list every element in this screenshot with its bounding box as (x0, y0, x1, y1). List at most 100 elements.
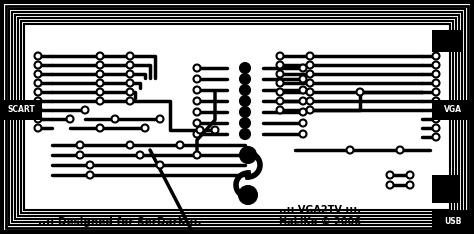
Circle shape (127, 62, 134, 69)
Circle shape (193, 98, 201, 105)
Circle shape (127, 142, 134, 149)
Bar (432, 100, 474, 120)
Circle shape (432, 124, 439, 132)
Circle shape (82, 106, 89, 113)
Circle shape (432, 80, 439, 87)
Circle shape (193, 109, 201, 116)
Circle shape (97, 80, 103, 87)
Bar (15, 15, 459, 219)
Circle shape (300, 98, 307, 105)
Circle shape (240, 107, 250, 117)
Circle shape (396, 146, 403, 154)
Circle shape (86, 161, 93, 168)
Circle shape (176, 142, 183, 149)
Circle shape (300, 109, 307, 116)
Circle shape (300, 120, 307, 127)
Circle shape (97, 70, 103, 77)
Circle shape (193, 65, 201, 72)
Circle shape (35, 70, 42, 77)
Circle shape (432, 98, 439, 105)
Circle shape (276, 62, 283, 69)
Circle shape (35, 124, 42, 132)
Bar (18, 18, 456, 216)
Circle shape (35, 62, 42, 69)
Circle shape (127, 88, 134, 95)
Circle shape (432, 116, 439, 123)
Circle shape (307, 80, 313, 87)
Circle shape (197, 127, 203, 134)
Circle shape (211, 127, 219, 134)
Circle shape (156, 161, 164, 168)
Circle shape (407, 182, 413, 189)
Circle shape (193, 151, 201, 158)
Circle shape (97, 52, 103, 59)
Circle shape (307, 70, 313, 77)
Circle shape (300, 76, 307, 83)
Circle shape (432, 52, 439, 59)
Circle shape (127, 80, 134, 87)
Circle shape (66, 116, 73, 123)
Circle shape (307, 98, 313, 105)
Circle shape (307, 106, 313, 113)
Circle shape (97, 124, 103, 132)
Text: HaLiKo © 2006: HaLiKo © 2006 (279, 217, 361, 227)
Bar (432, 30, 462, 52)
Circle shape (307, 88, 313, 95)
Circle shape (276, 70, 283, 77)
Circle shape (127, 70, 134, 77)
Circle shape (35, 80, 42, 87)
Circle shape (346, 146, 354, 154)
Circle shape (193, 87, 201, 94)
Bar (21, 21, 453, 213)
Circle shape (156, 116, 164, 123)
Circle shape (35, 98, 42, 105)
Circle shape (300, 131, 307, 138)
Text: USB: USB (444, 217, 462, 227)
Circle shape (276, 88, 283, 95)
Circle shape (432, 88, 439, 95)
Circle shape (432, 134, 439, 140)
Bar (0, 100, 42, 120)
Text: ..:: Designed for SerDarK ::.: ..:: Designed for SerDarK ::. (38, 217, 202, 227)
Circle shape (111, 116, 118, 123)
Circle shape (35, 106, 42, 113)
Circle shape (35, 52, 42, 59)
Circle shape (35, 88, 42, 95)
Circle shape (193, 76, 201, 83)
Circle shape (240, 118, 250, 128)
Text: ..:: VGA2TV :::.: ..:: VGA2TV :::. (279, 205, 361, 215)
Circle shape (97, 88, 103, 95)
Circle shape (300, 87, 307, 94)
Circle shape (239, 186, 257, 204)
Circle shape (432, 106, 439, 113)
Circle shape (193, 131, 201, 138)
Circle shape (240, 96, 250, 106)
Circle shape (127, 98, 134, 105)
Circle shape (142, 124, 148, 132)
Bar (12, 12, 462, 222)
Circle shape (240, 63, 250, 73)
Circle shape (97, 62, 103, 69)
Circle shape (386, 182, 393, 189)
Circle shape (407, 172, 413, 179)
Circle shape (240, 74, 250, 84)
Circle shape (307, 52, 313, 59)
Circle shape (97, 98, 103, 105)
Circle shape (432, 70, 439, 77)
Circle shape (76, 151, 83, 158)
Circle shape (193, 120, 201, 127)
Circle shape (307, 62, 313, 69)
Circle shape (432, 62, 439, 69)
Circle shape (276, 52, 283, 59)
Circle shape (356, 88, 364, 95)
Text: VGA: VGA (444, 106, 462, 114)
Circle shape (35, 116, 42, 123)
Circle shape (276, 98, 283, 105)
Circle shape (240, 147, 256, 163)
Circle shape (240, 85, 250, 95)
Circle shape (127, 52, 134, 59)
Circle shape (300, 65, 307, 72)
Bar (432, 175, 460, 203)
Circle shape (137, 151, 144, 158)
Circle shape (386, 172, 393, 179)
